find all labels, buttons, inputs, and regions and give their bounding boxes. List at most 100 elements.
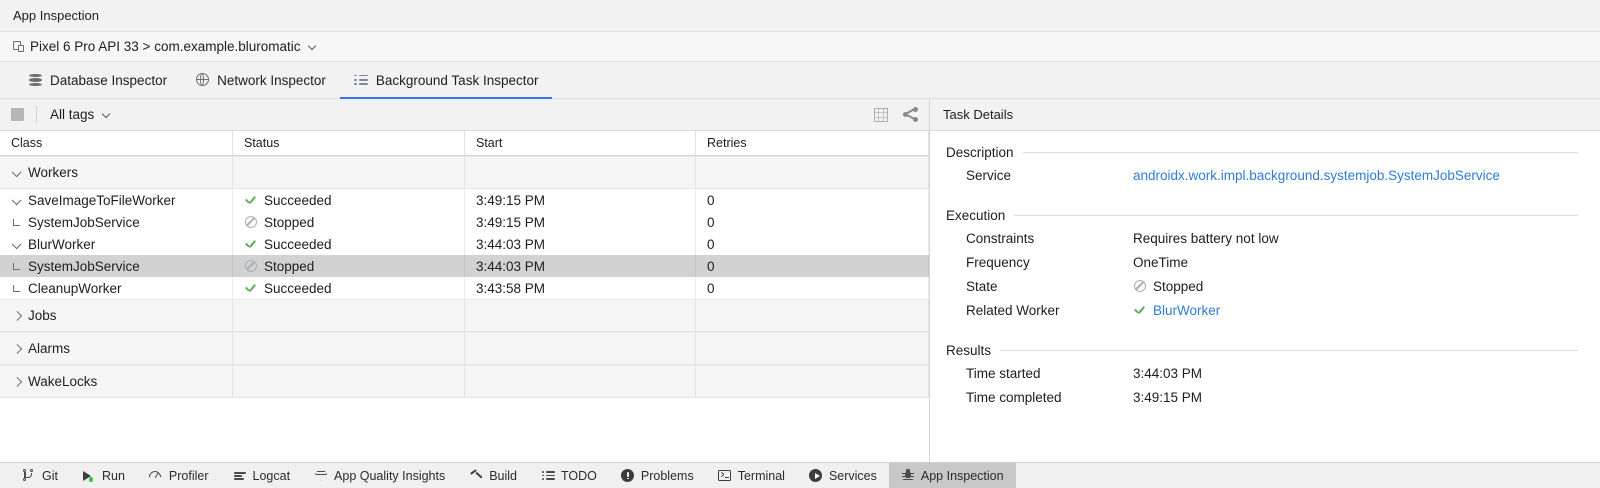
column-header-status[interactable]: Status: [233, 131, 465, 155]
cell-status: Succeeded: [233, 233, 465, 255]
database-icon: [28, 73, 43, 88]
table-group-row[interactable]: Alarms: [0, 332, 929, 365]
row-class-label: Workers: [28, 165, 79, 180]
details-value-label: 3:44:03 PM: [1133, 365, 1203, 381]
row-retries-label: 0: [707, 236, 715, 252]
globe-icon: [195, 73, 210, 88]
status-bar-item-todo[interactable]: TODO: [529, 463, 609, 488]
graph-view-icon[interactable]: [902, 106, 919, 123]
table-row[interactable]: SaveImageToFileWorker Succeeded 3:49:15 PM…: [0, 189, 929, 211]
details-row: Constraints Requires battery not low: [930, 226, 1600, 250]
cell-start: [465, 300, 696, 331]
stopped-icon: [244, 216, 257, 229]
row-retries-label: 0: [707, 214, 715, 230]
details-value[interactable]: androidx.work.impl.background.systemjob.…: [1133, 168, 1500, 183]
cell-start: 3:49:15 PM: [465, 211, 696, 233]
details-section-title: Results: [946, 342, 992, 358]
cell-start: 3:43:58 PM: [465, 277, 696, 299]
details-value-label[interactable]: androidx.work.impl.background.systemjob.…: [1133, 167, 1500, 183]
row-start-label: 3:49:15 PM: [476, 192, 546, 208]
status-bar-item-build[interactable]: Build: [457, 463, 529, 488]
details-section: Execution Constraints Requires battery not…: [930, 204, 1600, 322]
all-tags-dropdown[interactable]: All tags: [50, 107, 112, 122]
chevron-right-icon[interactable]: [11, 376, 23, 388]
twisty-spacer: [11, 216, 23, 228]
details-key: Time started: [966, 365, 1041, 381]
cell-retries: 0: [696, 255, 929, 277]
column-header-retries[interactable]: Retries: [696, 131, 929, 155]
details-key: Service: [966, 167, 1012, 183]
details-value[interactable]: BlurWorker: [1133, 303, 1220, 318]
table-view-icon[interactable]: [872, 106, 889, 123]
row-start-label: 3:44:03 PM: [476, 258, 546, 274]
row-retries-label: 0: [707, 258, 715, 274]
cell-retries: 0: [696, 211, 929, 233]
chevron-down-icon[interactable]: [11, 194, 23, 206]
tab-background-task-inspector[interactable]: Background Task Inspector: [339, 62, 553, 99]
stop-square-icon[interactable]: [11, 108, 24, 121]
row-class-label: CleanupWorker: [28, 280, 122, 296]
task-list-toolbar: All tags: [0, 99, 929, 131]
details-value-label[interactable]: BlurWorker: [1153, 302, 1221, 318]
list-icon: [354, 73, 369, 88]
column-header-class[interactable]: Class: [0, 131, 233, 155]
tab-network-inspector[interactable]: Network Inspector: [181, 62, 340, 98]
table-row[interactable]: BlurWorker Succeeded 3:44:03 PM 0: [0, 233, 929, 255]
status-bar-item-label: Problems: [640, 468, 694, 483]
cell-retries: [696, 366, 929, 397]
window-title-bar: App Inspection: [0, 0, 1600, 32]
chevron-down-icon: [103, 110, 112, 119]
process-selector[interactable]: Pixel 6 Pro API 33 > com.example.bluroma…: [13, 39, 318, 54]
table-row[interactable]: SystemJobService Stopped 3:44:03 PM 0: [0, 255, 929, 277]
row-status-label: Succeeded: [264, 280, 332, 296]
twisty-spacer: [11, 260, 23, 272]
gem-icon: [314, 469, 328, 483]
table-row[interactable]: CleanupWorker Succeeded 3:43:58 PM 0: [0, 277, 929, 299]
row-class-label: SystemJobService: [28, 214, 140, 230]
table-group-row[interactable]: Workers: [0, 156, 929, 189]
table-group-row[interactable]: WakeLocks: [0, 365, 929, 398]
status-bar-item-profiler[interactable]: Profiler: [137, 463, 221, 488]
status-bar-item-label: TODO: [561, 468, 597, 483]
row-class-label: Jobs: [28, 308, 57, 323]
run-icon: [82, 469, 96, 483]
column-header-start[interactable]: Start: [465, 131, 696, 155]
details-key: Constraints: [966, 230, 1035, 246]
tab-database-inspector[interactable]: Database Inspector: [14, 62, 181, 98]
status-bar-item-git[interactable]: Git: [10, 463, 70, 488]
chevron-right-icon[interactable]: [11, 310, 23, 322]
chevron-right-icon[interactable]: [11, 343, 23, 355]
table-group-row[interactable]: Jobs: [0, 299, 929, 332]
details-value: Stopped: [1133, 279, 1203, 294]
twisty-spacer: [11, 282, 23, 294]
process-selector-label: Pixel 6 Pro API 33 > com.example.bluroma…: [30, 39, 301, 54]
chevron-down-icon[interactable]: [11, 167, 23, 179]
status-bar-item-problems[interactable]: Problems: [609, 463, 706, 488]
status-bar-item-app-quality-insights[interactable]: App Quality Insights: [302, 463, 457, 488]
task-details-title: Task Details: [943, 107, 1014, 122]
task-details-header: Task Details: [930, 99, 1600, 131]
row-start-label: 3:43:58 PM: [476, 280, 546, 296]
device-icon: [13, 40, 26, 53]
logcat-icon: [233, 469, 247, 483]
row-start-label: 3:44:03 PM: [476, 236, 546, 252]
status-bar-item-services[interactable]: Services: [797, 463, 889, 488]
details-section-header: Description: [930, 141, 1600, 163]
details-key: Related Worker: [966, 302, 1060, 318]
cell-status: [233, 157, 465, 188]
status-bar-item-logcat[interactable]: Logcat: [221, 463, 303, 488]
chevron-down-icon[interactable]: [11, 238, 23, 250]
status-bar-item-terminal[interactable]: Terminal: [706, 463, 797, 488]
cell-status: [233, 333, 465, 364]
status-bar-item-run[interactable]: Run: [70, 463, 137, 488]
process-selector-bar: Pixel 6 Pro API 33 > com.example.bluroma…: [0, 32, 1600, 62]
cell-start: [465, 366, 696, 397]
cell-class: Jobs: [0, 300, 233, 331]
table-row[interactable]: SystemJobService Stopped 3:49:15 PM 0: [0, 211, 929, 233]
cell-retries: [696, 333, 929, 364]
details-section-header: Results: [930, 339, 1600, 361]
todo-list-icon: [541, 469, 555, 483]
status-bar-item-app-inspection[interactable]: App Inspection: [888, 463, 1016, 488]
main-content: All tags Class Status Start Retries: [0, 99, 1600, 488]
status-bar-item-label: Logcat: [252, 468, 291, 483]
